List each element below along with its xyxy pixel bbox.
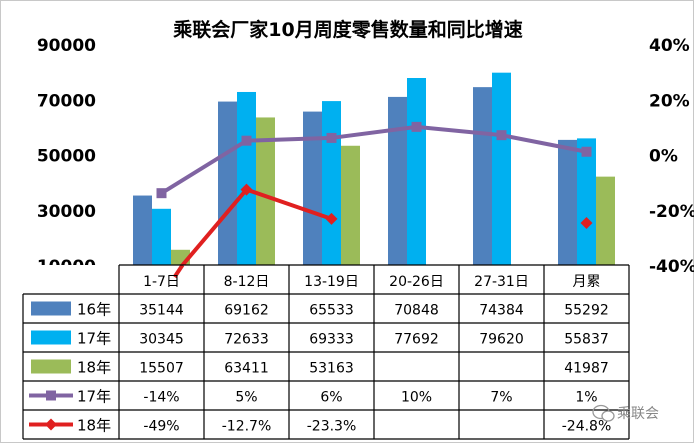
legend-swatch (31, 330, 71, 345)
line-point (411, 121, 422, 132)
y-right-tick-label: -40% (649, 257, 694, 277)
data-label: 15507 (139, 361, 184, 377)
line-point (241, 135, 252, 146)
data-label: 74384 (479, 303, 524, 319)
category-label: 27-31日 (474, 274, 529, 290)
legend-label: 17年 (77, 330, 111, 348)
data-label: 7% (490, 390, 512, 406)
data-label: 5% (235, 390, 257, 406)
data-label: -24.8% (562, 419, 612, 435)
line-point (326, 132, 337, 143)
line-point (496, 130, 507, 141)
y-left-tick-label: 50000 (37, 147, 96, 167)
bar (303, 111, 322, 265)
legend-label: 16年 (77, 301, 111, 319)
bar (133, 195, 152, 265)
legend-label: 18年 (77, 359, 111, 377)
legend-label: 17年 (77, 388, 111, 406)
watermark-text: 乘联会 (617, 406, 659, 422)
bar (473, 87, 492, 266)
series-line (160, 124, 587, 195)
y-right-tick-label: 20% (649, 91, 690, 111)
line-point (156, 188, 167, 199)
category-label: 月累 (573, 274, 601, 290)
legend-swatch (31, 301, 71, 316)
bar (388, 96, 407, 265)
data-label: 30345 (139, 332, 184, 348)
y-left-tick-label: 90000 (37, 36, 96, 56)
data-label: 65533 (309, 303, 354, 319)
data-label: 1% (575, 390, 597, 406)
wechat-icon-bubble (601, 410, 615, 422)
data-label: 69162 (224, 303, 269, 319)
legend-marker (46, 390, 56, 401)
category-label: 8-12日 (224, 274, 270, 290)
bar (407, 78, 426, 265)
data-label: 55292 (564, 303, 609, 319)
data-label: 70848 (394, 303, 439, 319)
line-point (325, 212, 338, 225)
y-left-tick-label: 70000 (37, 91, 96, 111)
data-label: 53163 (309, 361, 354, 377)
legend-swatch (31, 359, 71, 374)
bar (558, 139, 577, 265)
line-point (581, 146, 592, 157)
data-label: -14% (143, 390, 179, 406)
data-label: 79620 (479, 332, 524, 348)
data-label: 72633 (224, 332, 269, 348)
category-label: 13-19日 (304, 274, 359, 290)
data-label: 10% (401, 390, 432, 406)
data-label: -12.7% (222, 419, 272, 435)
line-point (240, 183, 253, 196)
category-label: 20-26日 (389, 274, 444, 290)
data-label: 55837 (564, 332, 609, 348)
bar (492, 72, 511, 266)
y-right-tick-label: 0% (649, 147, 678, 167)
data-label: 69333 (309, 332, 354, 348)
y-right-tick-label: -20% (649, 202, 694, 222)
y-left-tick-label: 30000 (37, 202, 96, 222)
data-label: -49% (143, 419, 179, 435)
data-label: 35144 (139, 303, 184, 319)
chart-title: 乘联会厂家10月周度零售数量和同比增速 (172, 18, 522, 41)
y-right-tick-label: 40% (649, 36, 690, 56)
bar (341, 145, 360, 265)
bar (237, 91, 256, 265)
category-label: 1-7日 (143, 274, 180, 290)
bar (322, 101, 341, 265)
data-label: 63411 (224, 361, 269, 377)
data-label: 77692 (394, 332, 439, 348)
legend-label: 18年 (77, 417, 111, 435)
bar (577, 138, 596, 265)
data-label: 41987 (564, 361, 609, 377)
bar (256, 117, 275, 265)
bar (152, 208, 171, 265)
line-point (580, 217, 593, 230)
data-label: 6% (320, 390, 342, 406)
bar (218, 101, 237, 265)
series-line-tail (172, 263, 185, 279)
legend-marker (45, 418, 57, 431)
data-label: -23.3% (307, 419, 357, 435)
bar (596, 176, 615, 265)
